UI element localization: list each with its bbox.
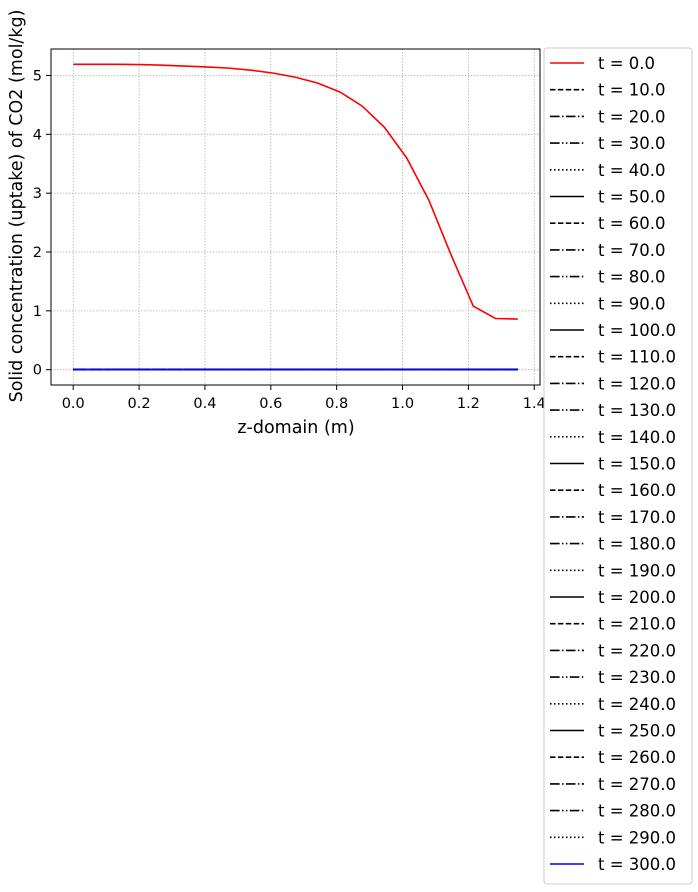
legend-label: t = 190.0 — [598, 561, 676, 580]
legend-label: t = 50.0 — [598, 188, 666, 207]
x-tick-label: 0.4 — [193, 396, 216, 412]
y-tick-label: 5 — [33, 68, 42, 84]
legend-label: t = 100.0 — [598, 321, 676, 340]
x-tick-label: 1.0 — [391, 396, 414, 412]
x-tick-label: 1.4 — [523, 396, 546, 412]
x-tick-label: 0.8 — [325, 396, 348, 412]
legend-label: t = 200.0 — [598, 588, 676, 607]
x-axis-label: z-domain (m) — [237, 418, 354, 438]
legend-entries: t = 0.0 t = 10.0 t = 20.0 t = 30.0 t = 40.0 t… — [550, 54, 676, 874]
legend-label: t = 60.0 — [598, 214, 666, 233]
legend-label: t = 20.0 — [598, 107, 666, 126]
legend-label: t = 0.0 — [598, 54, 655, 73]
legend-label: t = 250.0 — [598, 722, 676, 741]
x-tick-label: 1.2 — [457, 396, 480, 412]
legend-label: t = 140.0 — [598, 428, 676, 447]
y-tick-label: 3 — [33, 186, 42, 202]
legend: t = 0.0 t = 10.0 t = 20.0 t = 30.0 t = 40.0 t… — [543, 47, 693, 885]
x-tick-label: 0.0 — [62, 396, 85, 412]
legend-label: t = 290.0 — [598, 828, 676, 847]
legend-label: t = 270.0 — [598, 775, 676, 794]
legend-label: t = 110.0 — [598, 348, 676, 367]
x-axis-ticks: 0.0 0.2 0.4 0.6 0.8 1.0 1.2 1.4 — [62, 385, 546, 412]
y-tick-label: 0 — [33, 363, 42, 379]
legend-label: t = 300.0 — [598, 855, 676, 874]
legend-label: t = 280.0 — [598, 802, 676, 821]
y-tick-label: 2 — [33, 245, 42, 261]
legend-frame — [543, 47, 693, 885]
legend-label: t = 210.0 — [598, 615, 676, 634]
legend-label: t = 170.0 — [598, 508, 676, 527]
legend-label: t = 180.0 — [598, 535, 676, 554]
legend-label: t = 240.0 — [598, 695, 676, 714]
y-tick-label: 4 — [33, 127, 42, 143]
legend-label: t = 220.0 — [598, 641, 676, 660]
legend-label: t = 150.0 — [598, 455, 676, 474]
legend-label: t = 260.0 — [598, 748, 676, 767]
legend-label: t = 70.0 — [598, 241, 666, 260]
x-tick-label: 0.2 — [128, 396, 151, 412]
legend-label: t = 120.0 — [598, 374, 676, 393]
y-tick-label: 1 — [33, 304, 42, 320]
y-axis-ticks: 0 1 2 3 4 5 — [33, 68, 51, 379]
legend-label: t = 160.0 — [598, 481, 676, 500]
legend-label: t = 10.0 — [598, 81, 666, 100]
plot-frame — [50, 48, 541, 386]
series-line-0 — [73, 63, 518, 320]
legend-label: t = 130.0 — [598, 401, 676, 420]
legend-label: t = 80.0 — [598, 268, 666, 287]
y-axis-label: Solid concentration (uptake) of CO2 (mol… — [7, 10, 27, 403]
x-tick-label: 0.6 — [259, 396, 282, 412]
legend-label: t = 40.0 — [598, 161, 666, 180]
legend-label: t = 30.0 — [598, 134, 666, 153]
grid — [51, 49, 540, 385]
series-lines — [73, 63, 518, 371]
legend-label: t = 90.0 — [598, 294, 666, 313]
legend-label: t = 230.0 — [598, 668, 676, 687]
